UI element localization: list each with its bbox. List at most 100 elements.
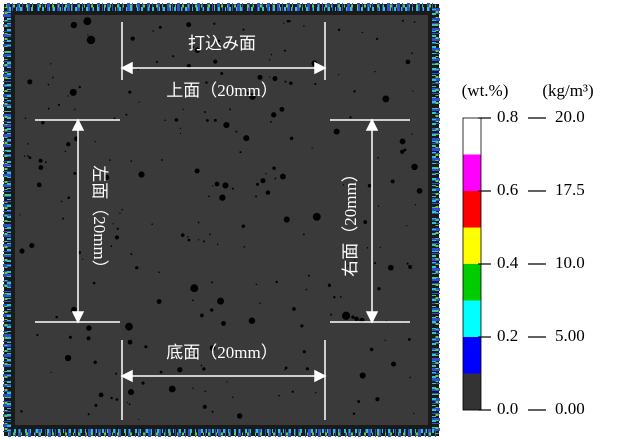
pore <box>370 348 374 352</box>
pore <box>115 373 117 375</box>
pore <box>340 296 342 298</box>
tick-label: 0.00 <box>555 399 585 418</box>
pore <box>183 109 184 110</box>
pore <box>65 150 67 152</box>
specimen: 打込み面 上面（20mm） 底面（20mm） 左面（20mm） 右面（20mm） <box>4 4 439 436</box>
pore <box>229 108 231 110</box>
pore <box>127 402 128 403</box>
pore <box>303 234 305 236</box>
pore <box>125 114 127 116</box>
pore <box>377 287 380 290</box>
pore <box>349 116 351 118</box>
pore <box>67 95 68 96</box>
pore <box>177 367 182 372</box>
color-band <box>463 191 481 228</box>
color-band <box>463 337 481 374</box>
pore <box>87 34 88 35</box>
pore <box>362 32 363 33</box>
pore <box>67 196 70 199</box>
pore <box>213 60 217 64</box>
pore <box>311 147 312 148</box>
pore <box>237 413 242 418</box>
pore <box>94 361 97 364</box>
pore <box>377 157 379 159</box>
pore <box>367 247 369 249</box>
pore <box>24 155 25 156</box>
pore <box>204 111 206 113</box>
label-top: 上面（20mm） <box>166 81 277 100</box>
tick-label: 0.6 <box>497 180 518 199</box>
pore <box>175 118 178 121</box>
pore <box>258 75 263 80</box>
pore <box>374 71 375 72</box>
pore <box>86 325 91 330</box>
pore <box>169 386 176 393</box>
pore <box>220 72 223 75</box>
pore <box>29 243 34 248</box>
colorbar: (wt.%) (kg/m³) 0.820.00.617.50.410.00.25… <box>462 81 594 418</box>
pore <box>208 196 210 198</box>
pore <box>391 362 396 367</box>
pore <box>292 391 294 393</box>
pore <box>110 245 112 247</box>
pore <box>27 79 32 84</box>
pore <box>128 340 133 345</box>
specimen-body <box>15 15 428 425</box>
tick-label: 10.0 <box>555 253 585 272</box>
pore <box>406 60 411 65</box>
pore <box>333 296 335 298</box>
pore <box>88 413 90 415</box>
pore <box>391 179 395 183</box>
pore <box>212 185 213 186</box>
pore <box>380 247 381 248</box>
pore <box>409 377 411 379</box>
pore <box>306 289 308 291</box>
pore <box>79 86 81 88</box>
pore <box>38 165 43 170</box>
pore <box>29 156 32 159</box>
pore <box>278 395 280 397</box>
pore <box>314 83 316 85</box>
pore <box>206 119 209 122</box>
pore <box>407 263 409 265</box>
pore <box>180 133 181 134</box>
pore <box>152 30 154 32</box>
pore <box>83 17 91 25</box>
pore <box>50 63 51 64</box>
pore <box>128 91 131 94</box>
pore <box>52 77 54 79</box>
pore <box>192 299 194 301</box>
pore <box>269 59 270 60</box>
pore <box>413 413 414 414</box>
pore <box>275 281 277 283</box>
pore <box>48 84 50 86</box>
color-band <box>463 264 481 301</box>
pore <box>256 284 258 286</box>
pore <box>280 174 286 180</box>
pore <box>144 345 147 348</box>
pore <box>195 168 200 173</box>
color-band <box>463 374 481 411</box>
pore <box>131 36 135 40</box>
pore <box>402 20 404 22</box>
pore <box>223 122 229 128</box>
pore <box>27 143 29 145</box>
pore <box>354 317 358 321</box>
tick-label: 20.0 <box>555 107 585 126</box>
pore <box>417 188 423 194</box>
pore <box>210 308 213 311</box>
pore <box>48 108 50 110</box>
pore <box>272 167 275 170</box>
pore <box>200 314 204 318</box>
pore <box>242 29 244 31</box>
pore <box>82 259 83 260</box>
pore <box>284 216 290 222</box>
pore <box>411 52 413 54</box>
pore <box>235 131 237 133</box>
pore <box>289 81 292 84</box>
pore <box>375 397 379 401</box>
pore <box>222 182 228 188</box>
label-top-face: 打込み面 <box>188 34 256 53</box>
pore <box>232 397 233 398</box>
pore <box>334 129 340 135</box>
